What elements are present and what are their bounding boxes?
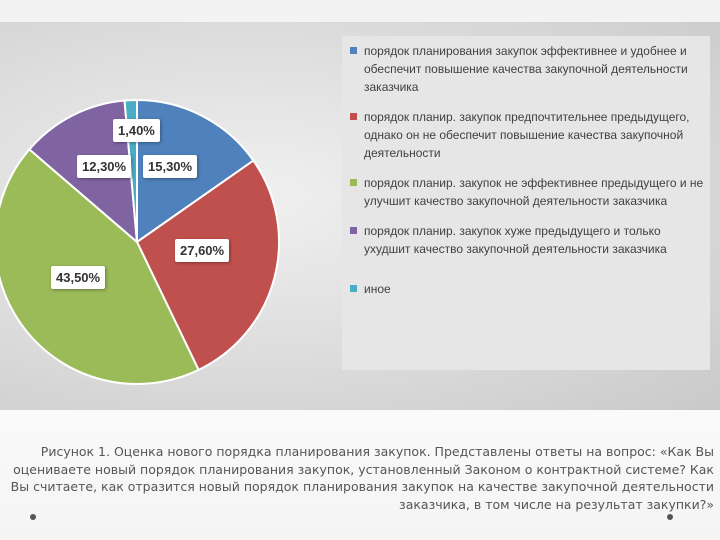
legend-label: порядок планир. закупок хуже предыдущего… bbox=[364, 224, 667, 256]
legend-swatch bbox=[350, 47, 357, 54]
data-label-slice-3: 43,50% bbox=[51, 266, 106, 289]
bullet-dot-left bbox=[30, 514, 36, 520]
data-label-slice-1: 15,30% bbox=[143, 155, 198, 178]
legend-item: порядок планир. закупок не эффективнее п… bbox=[350, 174, 704, 210]
legend-item: порядок планир. закупок предпочтительнее… bbox=[350, 108, 704, 162]
legend-swatch bbox=[350, 179, 357, 186]
pie-chart bbox=[0, 98, 280, 385]
legend-swatch bbox=[350, 285, 357, 292]
legend-label: порядок планир. закупок предпочтительнее… bbox=[364, 110, 690, 160]
data-label-slice-2: 27,60% bbox=[175, 239, 230, 262]
data-label-slice-5: 1,40% bbox=[113, 119, 160, 142]
legend-label: порядок планирования закупок эффективнее… bbox=[364, 44, 688, 94]
legend-label: порядок планир. закупок не эффективнее п… bbox=[364, 176, 704, 208]
legend-swatch bbox=[350, 113, 357, 120]
figure-caption: Рисунок 1. Оценка нового порядка планиро… bbox=[10, 444, 714, 512]
pie-slice-2 bbox=[135, 159, 280, 372]
bullet-dot-right bbox=[667, 514, 673, 520]
chart-legend: порядок планирования закупок эффективнее… bbox=[342, 36, 710, 370]
legend-item: порядок планир. закупок хуже предыдущего… bbox=[350, 222, 704, 258]
data-label-slice-4: 12,30% bbox=[77, 155, 132, 178]
legend-label: иное bbox=[364, 282, 391, 296]
legend-item: иное bbox=[350, 280, 704, 298]
legend-swatch bbox=[350, 227, 357, 234]
legend-item: порядок планирования закупок эффективнее… bbox=[350, 42, 704, 96]
